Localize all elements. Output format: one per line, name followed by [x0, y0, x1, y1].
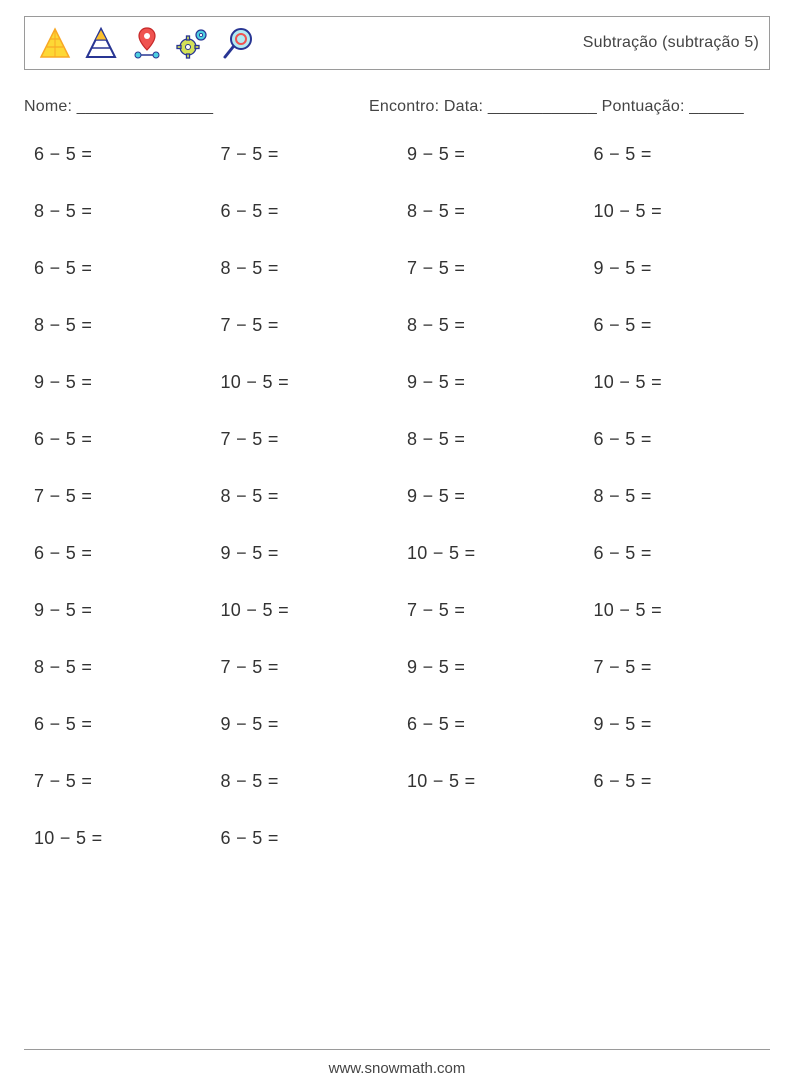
problem-cell: 8 − 5 = — [211, 771, 398, 792]
problem-cell: 6 − 5 = — [584, 543, 771, 564]
problem-cell: 10 − 5 = — [584, 201, 771, 222]
meta-row: Nome: _______________ Encontro: Data: __… — [24, 98, 770, 116]
problem-cell: 10 − 5 = — [211, 600, 398, 621]
problem-cell: 10 − 5 = — [397, 543, 584, 564]
problem-cell: 6 − 5 = — [211, 828, 398, 849]
gears-icon — [173, 23, 213, 63]
problem-cell: 8 − 5 = — [397, 315, 584, 336]
problem-cell: 6 − 5 = — [584, 315, 771, 336]
problem-cell: 10 − 5 = — [211, 372, 398, 393]
header-box: Subtração (subtração 5) — [24, 16, 770, 70]
problem-cell: 9 − 5 = — [211, 714, 398, 735]
name-field-label: Nome: _______________ — [24, 98, 369, 116]
problem-cell: 7 − 5 = — [397, 258, 584, 279]
problem-cell: 10 − 5 = — [584, 372, 771, 393]
problem-cell: 7 − 5 = — [211, 144, 398, 165]
problem-cell: 9 − 5 = — [211, 543, 398, 564]
problem-cell: 9 − 5 = — [397, 372, 584, 393]
problem-cell: 9 − 5 = — [24, 372, 211, 393]
problem-cell: 6 − 5 = — [24, 258, 211, 279]
problem-cell: 6 − 5 = — [584, 771, 771, 792]
problem-cell: 6 − 5 = — [211, 201, 398, 222]
footer-text: www.snowmath.com — [24, 1060, 770, 1091]
problem-cell: 9 − 5 = — [584, 714, 771, 735]
problem-cell: 7 − 5 = — [24, 771, 211, 792]
problem-cell: 9 − 5 = — [397, 486, 584, 507]
problem-cell: 8 − 5 = — [24, 201, 211, 222]
pyramid-yellow-icon — [35, 23, 75, 63]
problem-cell: 6 − 5 = — [24, 714, 211, 735]
magnifier-icon — [219, 23, 259, 63]
problem-cell: 6 − 5 = — [584, 144, 771, 165]
worksheet-title: Subtração (subtração 5) — [583, 34, 759, 52]
problem-cell: 7 − 5 = — [584, 657, 771, 678]
map-pin-icon — [127, 23, 167, 63]
problem-cell: 6 − 5 = — [584, 429, 771, 450]
problems-grid: 6 − 5 =7 − 5 =9 − 5 =6 − 5 =8 − 5 =6 − 5… — [24, 144, 770, 849]
problem-cell: 9 − 5 = — [397, 657, 584, 678]
problem-cell: 7 − 5 = — [211, 315, 398, 336]
problem-cell: 6 − 5 = — [397, 714, 584, 735]
problem-cell: 6 − 5 = — [24, 144, 211, 165]
problem-cell: 7 − 5 = — [211, 657, 398, 678]
problem-cell: 8 − 5 = — [397, 201, 584, 222]
problem-cell: 10 − 5 = — [24, 828, 211, 849]
date-score-labels: Encontro: Data: ____________ Pontuação: … — [369, 98, 770, 116]
problem-cell: 8 − 5 = — [584, 486, 771, 507]
problem-cell: 8 − 5 = — [397, 429, 584, 450]
problem-cell: 9 − 5 = — [24, 600, 211, 621]
problem-cell: 6 − 5 = — [24, 429, 211, 450]
footer-divider — [24, 1049, 770, 1050]
worksheet-page: Subtração (subtração 5) Nome: __________… — [0, 0, 794, 1091]
pyramid-blue-icon — [81, 23, 121, 63]
problem-cell: 7 − 5 = — [211, 429, 398, 450]
problem-cell: 7 − 5 = — [24, 486, 211, 507]
problem-cell: 6 − 5 = — [24, 543, 211, 564]
problem-cell: 9 − 5 = — [397, 144, 584, 165]
problem-cell: 9 − 5 = — [584, 258, 771, 279]
header-icons-group — [35, 23, 259, 63]
problem-cell: 8 − 5 = — [24, 657, 211, 678]
problem-cell: 8 − 5 = — [24, 315, 211, 336]
problem-cell: 10 − 5 = — [584, 600, 771, 621]
problem-cell: 7 − 5 = — [397, 600, 584, 621]
problem-cell: 10 − 5 = — [397, 771, 584, 792]
problem-cell: 8 − 5 = — [211, 258, 398, 279]
problem-cell: 8 − 5 = — [211, 486, 398, 507]
